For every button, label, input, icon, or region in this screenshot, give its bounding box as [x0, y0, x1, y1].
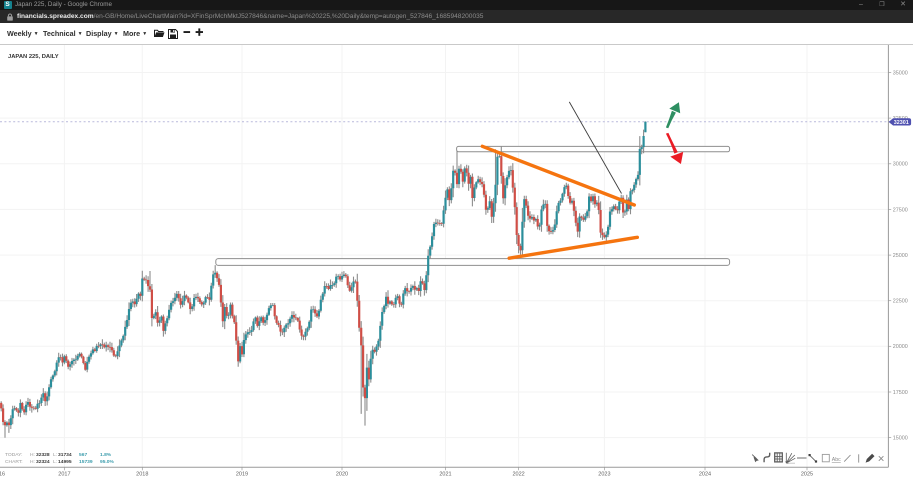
svg-text:35000: 35000: [893, 70, 908, 76]
svg-text:2017: 2017: [58, 472, 70, 478]
svg-text:2021: 2021: [439, 472, 451, 478]
svg-text:27500: 27500: [893, 207, 908, 213]
svg-text:15739: 15739: [79, 459, 93, 465]
svg-text:Abc: Abc: [832, 457, 841, 463]
svg-text:2025: 2025: [801, 472, 813, 478]
svg-text:H:: H:: [30, 452, 35, 458]
svg-text:32324: 32324: [36, 459, 50, 465]
svg-text:L:: L:: [53, 452, 57, 458]
svg-text:1.8%: 1.8%: [100, 452, 112, 458]
svg-text:31734: 31734: [58, 452, 72, 458]
svg-text:H:: H:: [30, 459, 35, 465]
svg-text:32301: 32301: [894, 120, 909, 126]
svg-text:20000: 20000: [893, 344, 908, 350]
svg-text:2023: 2023: [598, 472, 610, 478]
svg-text:JAPAN 225, DAILY: JAPAN 225, DAILY: [8, 54, 59, 60]
svg-text:2022: 2022: [512, 472, 524, 478]
svg-text:32328: 32328: [36, 452, 50, 458]
svg-text:22500: 22500: [893, 299, 908, 305]
svg-text:2019: 2019: [236, 472, 248, 478]
svg-text:17500: 17500: [893, 390, 908, 396]
svg-text:2018: 2018: [136, 472, 148, 478]
svg-text:25000: 25000: [893, 253, 908, 259]
svg-text:95.0%: 95.0%: [100, 459, 115, 465]
svg-text:14995: 14995: [58, 459, 72, 465]
svg-text:CHART:: CHART:: [5, 459, 23, 465]
svg-text:2020: 2020: [336, 472, 348, 478]
svg-text:30000: 30000: [893, 162, 908, 168]
svg-text:15000: 15000: [893, 436, 908, 442]
svg-text:567: 567: [79, 452, 87, 458]
svg-text:TODAY:: TODAY:: [5, 452, 22, 458]
svg-text:L:: L:: [53, 459, 57, 465]
svg-text:2024: 2024: [699, 472, 711, 478]
svg-text:16: 16: [0, 472, 5, 478]
